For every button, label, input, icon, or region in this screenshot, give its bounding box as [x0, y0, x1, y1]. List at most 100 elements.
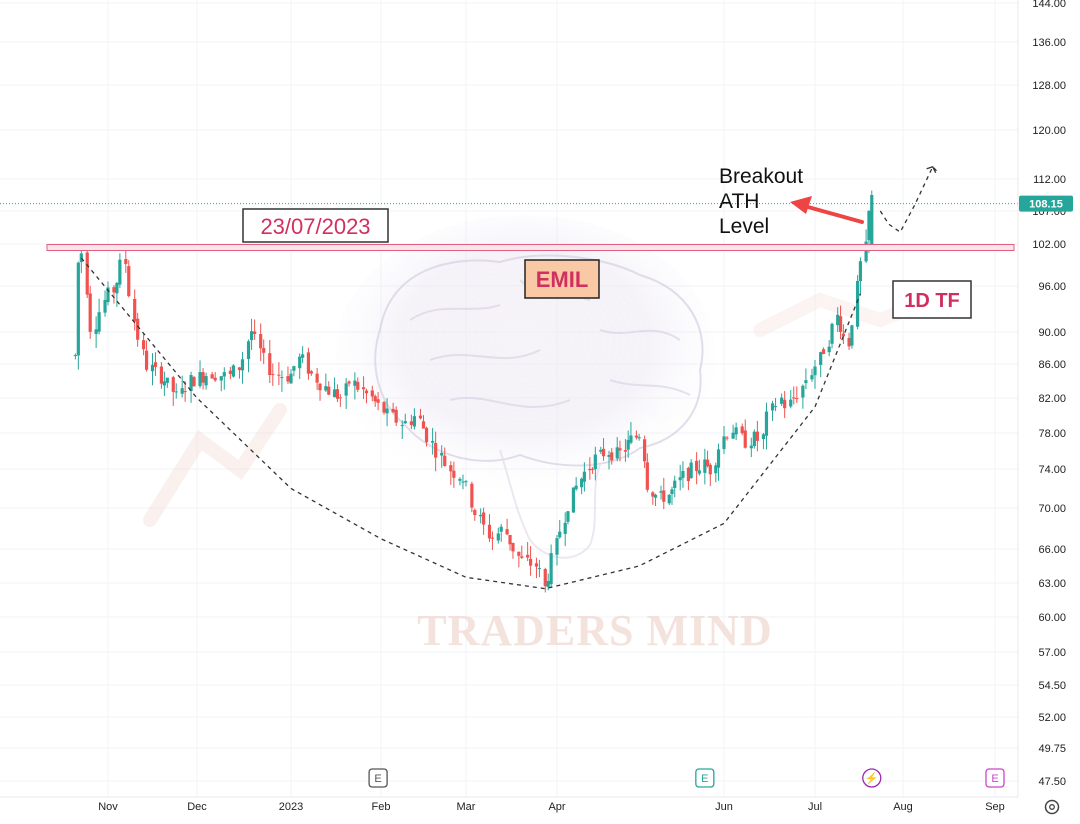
- candle-down: [443, 455, 447, 466]
- candle-down: [452, 470, 456, 478]
- candle-down: [262, 348, 266, 353]
- candle-down: [268, 353, 272, 376]
- candle-down: [508, 534, 512, 545]
- candle-up: [458, 478, 462, 481]
- candle-up: [106, 287, 110, 303]
- candle-up: [222, 372, 226, 377]
- candle-up: [804, 380, 808, 384]
- candle-up: [659, 491, 663, 493]
- candle-up: [867, 210, 871, 241]
- candle-up: [479, 514, 483, 517]
- price-axis-tick: 60.00: [1038, 612, 1066, 624]
- candle-up: [115, 282, 119, 294]
- candle-down: [618, 448, 622, 451]
- candle-up: [555, 538, 559, 555]
- candle-up: [162, 381, 166, 386]
- event-marker-label: ⚡: [865, 772, 879, 785]
- candle-down: [482, 512, 486, 525]
- candle-down: [237, 367, 242, 371]
- event-marker[interactable]: E: [368, 768, 388, 788]
- candle-up: [761, 434, 766, 440]
- candle-down: [376, 399, 380, 403]
- candle-down: [373, 396, 377, 402]
- timeframe-label: 1D TF: [904, 290, 960, 312]
- event-markers: E E ⚡ E: [368, 768, 1005, 788]
- candle-down: [394, 409, 398, 423]
- symbol-label-box: EMIL: [524, 259, 600, 299]
- candle-down: [309, 371, 313, 374]
- candle-down: [183, 391, 187, 393]
- candle-down: [610, 452, 614, 461]
- price-axis-tick: 54.50: [1038, 680, 1066, 692]
- candle-up: [571, 487, 576, 513]
- candle-down: [686, 467, 691, 482]
- candle-down: [783, 399, 787, 409]
- candle-up: [549, 553, 553, 585]
- price-axis-tick: 128.00: [1032, 80, 1066, 92]
- time-axis-tick: Jun: [715, 801, 733, 813]
- brain-watermark: [143, 215, 937, 559]
- candle-up: [412, 416, 416, 427]
- candle-up: [629, 435, 633, 443]
- candle-down: [418, 415, 423, 419]
- candle-up: [637, 437, 641, 439]
- candle-up: [773, 406, 778, 408]
- candle-up: [385, 408, 389, 414]
- candle-up: [667, 494, 671, 504]
- event-marker[interactable]: E: [985, 768, 1005, 788]
- candle-up: [681, 470, 685, 478]
- price-axis-tick: 66.00: [1038, 544, 1066, 556]
- candle-up: [858, 261, 863, 282]
- price-axis-tick: 144.00: [1032, 0, 1066, 10]
- price-axis-tick: 90.00: [1038, 327, 1066, 339]
- time-axis-tick: Jul: [808, 801, 822, 813]
- candle-down: [286, 376, 290, 382]
- settings-gear-icon[interactable]: [1044, 799, 1060, 815]
- candle-up: [353, 380, 357, 386]
- time-axis-tick: Nov: [98, 801, 118, 813]
- candle-down: [841, 333, 845, 337]
- date-label-box: 23/07/2023: [242, 208, 389, 243]
- candle-down: [306, 352, 311, 374]
- last-price-label: 108.15: [1029, 199, 1063, 211]
- candle-up: [731, 432, 735, 439]
- candle-up: [292, 366, 296, 371]
- candle-up: [298, 356, 302, 369]
- candle-down: [792, 397, 796, 399]
- candle-up: [496, 533, 500, 541]
- candle-down: [192, 377, 196, 387]
- candle-up: [464, 481, 468, 483]
- candle-down: [356, 381, 360, 390]
- candle-up: [344, 383, 348, 396]
- candle-down: [136, 318, 140, 340]
- candle-up: [400, 425, 404, 427]
- candle-down: [534, 563, 539, 567]
- candle-up: [563, 522, 567, 534]
- candle-down: [740, 426, 744, 434]
- candle-down: [318, 383, 322, 391]
- candle-down: [528, 558, 533, 566]
- price-axis-tick: 102.00: [1032, 239, 1066, 251]
- candle-up: [752, 431, 756, 447]
- candle-up: [546, 581, 550, 587]
- candle-up: [249, 331, 254, 341]
- price-axis-tick: 136.00: [1032, 37, 1066, 49]
- candle-down: [171, 377, 175, 392]
- price-axis-tick: 74.00: [1038, 464, 1066, 476]
- candle-up: [403, 421, 407, 424]
- candle-down: [210, 374, 214, 379]
- candle-up: [626, 439, 630, 450]
- candle-up: [574, 485, 578, 490]
- candle-down: [201, 372, 205, 383]
- candle-down: [755, 431, 759, 441]
- candle-up: [714, 465, 718, 474]
- time-axis-tick: Sep: [985, 801, 1005, 813]
- event-marker[interactable]: E: [695, 768, 715, 788]
- annotation-line-1: Breakout: [719, 165, 803, 188]
- candle-up: [150, 364, 155, 372]
- candle-down: [144, 350, 149, 370]
- event-marker[interactable]: ⚡: [862, 768, 882, 788]
- price-axis-tick: 82.00: [1038, 393, 1066, 405]
- candle-down: [370, 390, 374, 397]
